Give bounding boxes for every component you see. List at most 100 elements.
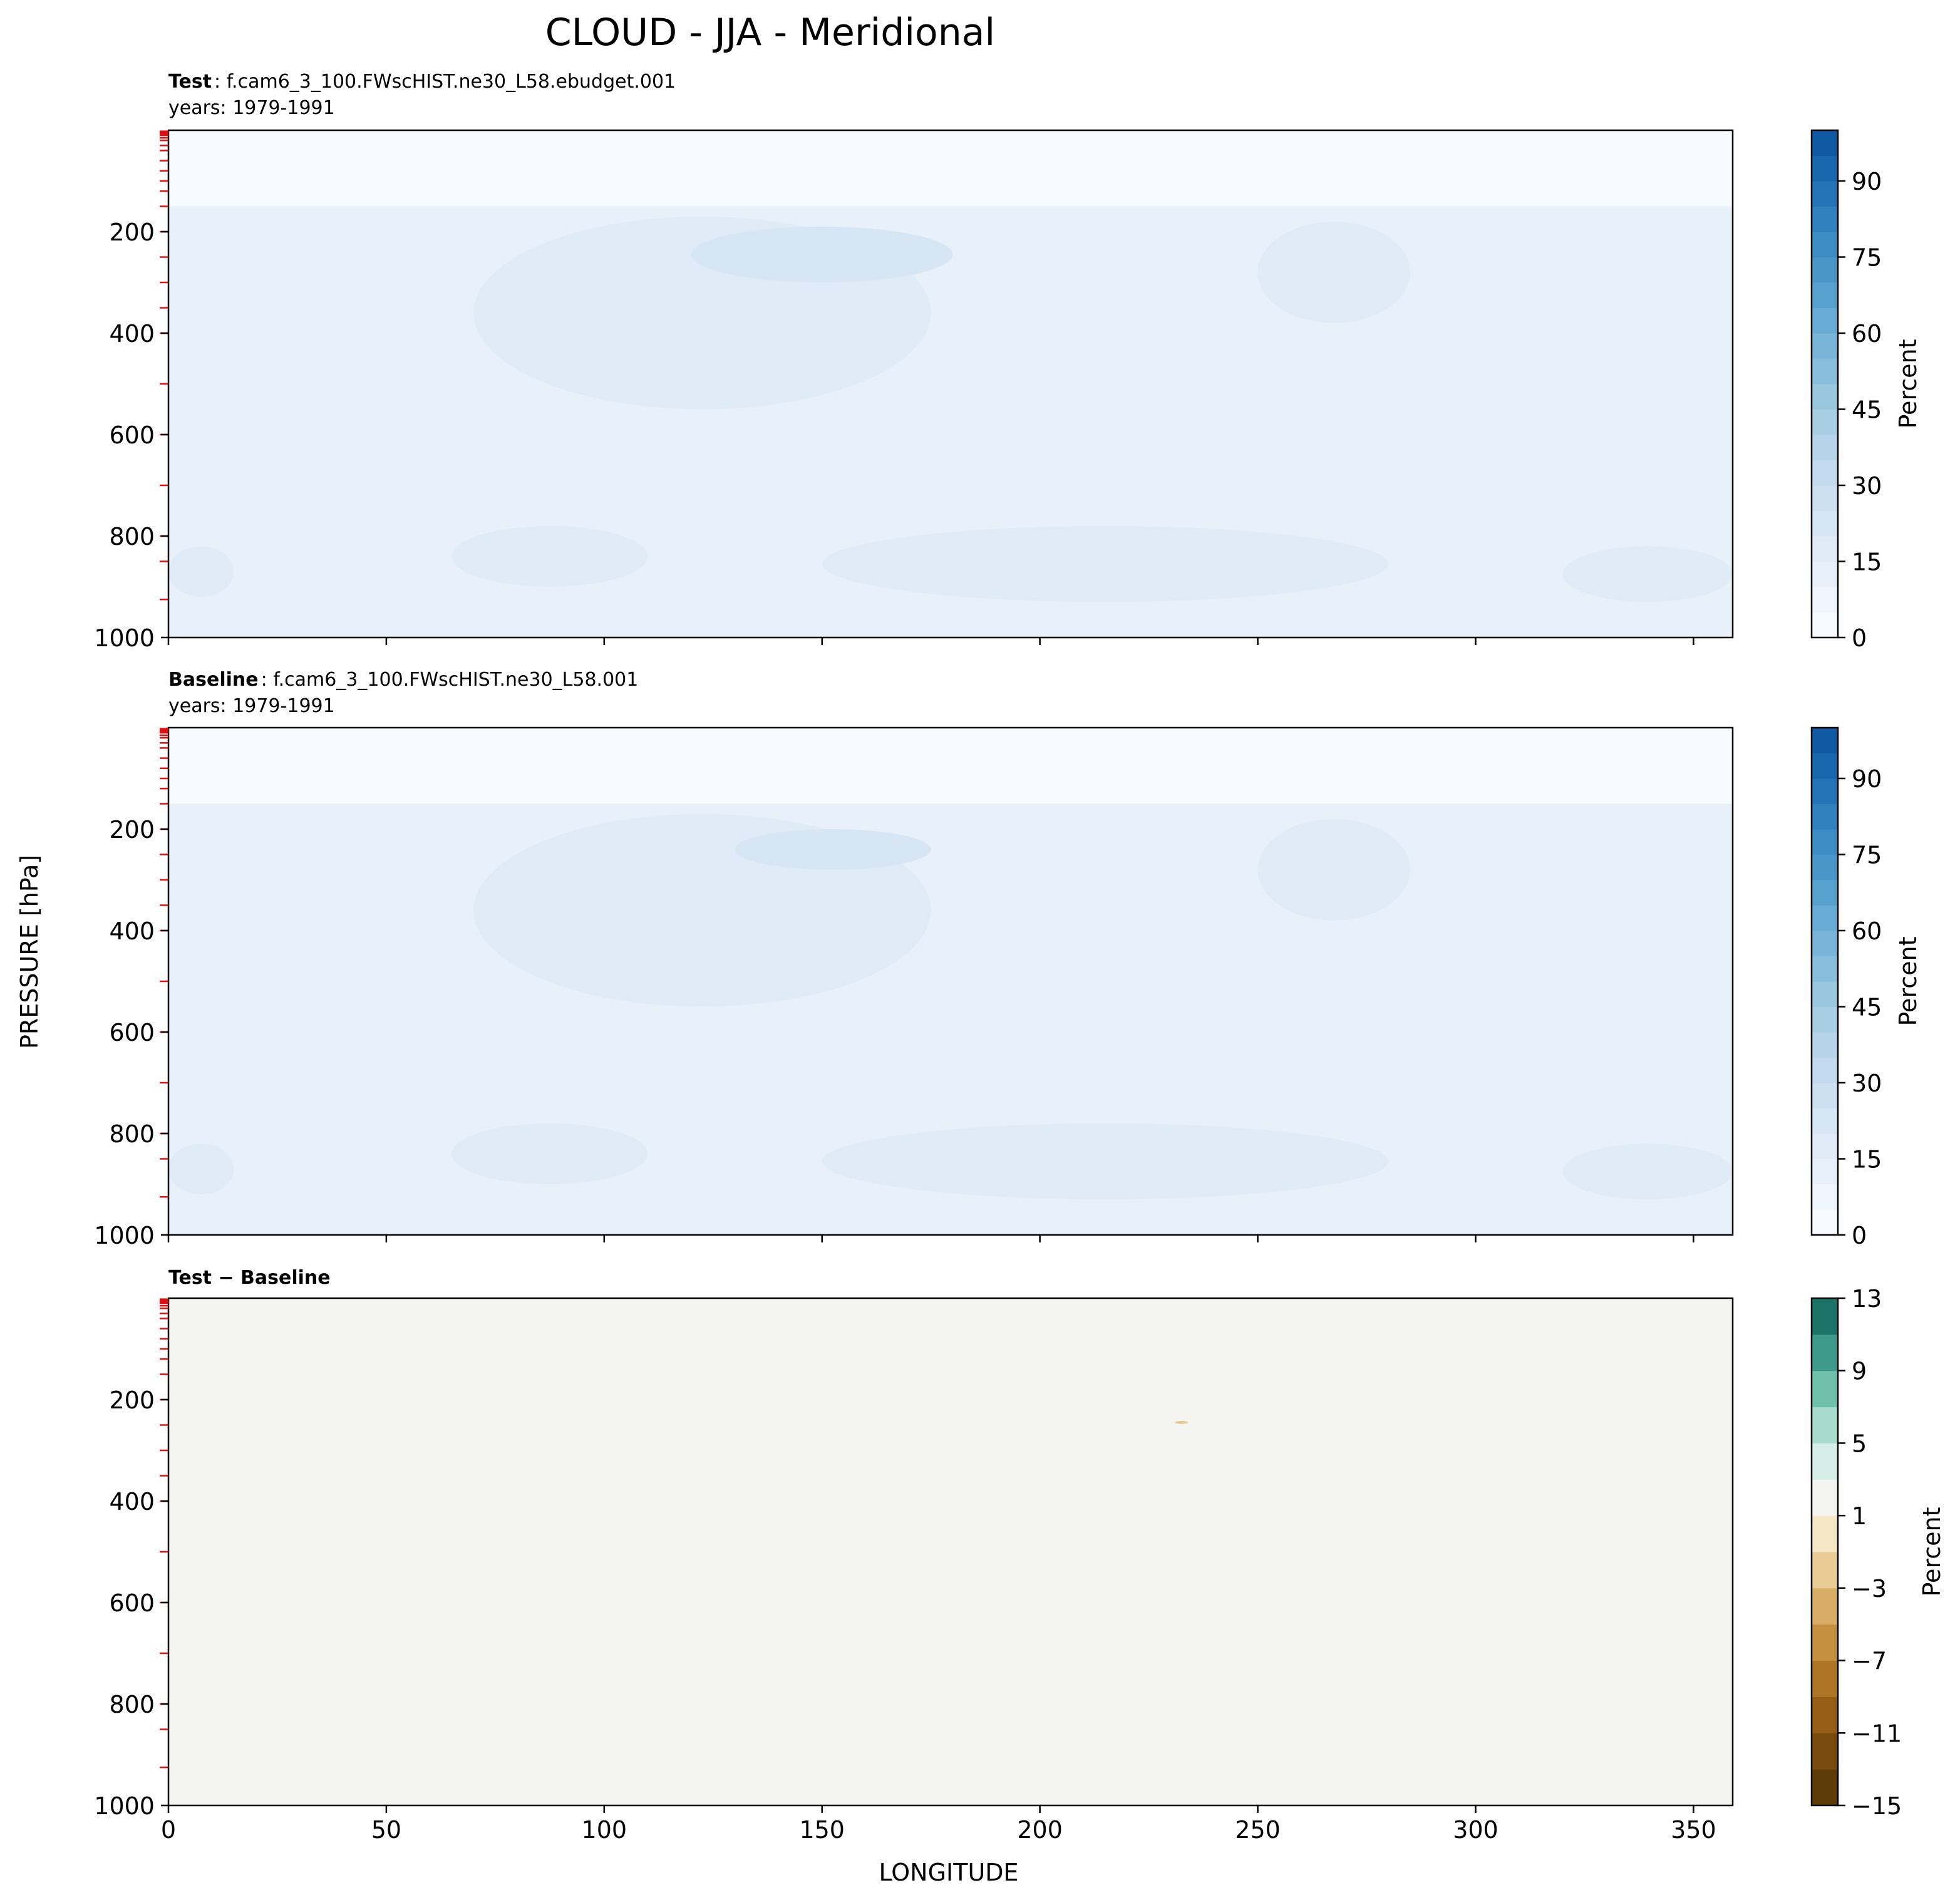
y-tick-label: 800 <box>109 1120 155 1148</box>
contour-region <box>1336 1405 1367 1450</box>
colorbar-bin <box>1812 1370 1838 1408</box>
colorbar-bin <box>1812 232 1838 257</box>
contour-region <box>451 525 648 587</box>
colorbar-bin <box>1812 257 1838 283</box>
y-tick-label: 600 <box>109 1589 155 1617</box>
panel-test: Test: f.cam6_3_100.FWscHIST.ne30_L58.ebu… <box>168 71 676 119</box>
colorbar-bin <box>1812 728 1838 753</box>
y-tick-label: 800 <box>109 1691 155 1718</box>
contour-region <box>1562 546 1733 602</box>
contour-region <box>822 1123 1389 1200</box>
contour-region <box>1562 1144 1733 1200</box>
panel-baseline: Baseline: f.cam6_3_100.FWscHIST.ne30_L58… <box>168 669 638 717</box>
contour-region <box>735 829 931 870</box>
colorbar-bin <box>1812 307 1838 334</box>
x-tick-label: 300 <box>1453 1816 1498 1844</box>
colorbar-bin <box>1812 206 1838 232</box>
panel-years: years: 1979-1991 <box>168 97 335 119</box>
colorbar-bin <box>1812 1407 1838 1443</box>
figure-title: CLOUD - JJA - Meridional <box>545 11 995 54</box>
y-tick-label: 400 <box>109 320 155 348</box>
colorbar-tick-label: 1 <box>1852 1502 1867 1530</box>
contour-region <box>822 525 1389 602</box>
colorbar-bin <box>1812 854 1838 880</box>
plot-area-baseline: 200 400 600 800 1000 <box>94 726 1734 1249</box>
contour-region <box>168 546 234 597</box>
colorbar-bin <box>1812 1334 1838 1371</box>
colorbar-bin <box>1812 510 1838 537</box>
colorbar-bin <box>1812 1006 1838 1033</box>
colorbar-bin <box>1812 1133 1838 1159</box>
y-tick-label: 400 <box>109 917 155 945</box>
colorbar-bin <box>1812 1032 1838 1058</box>
colorbar-bin <box>1812 1515 1838 1552</box>
plot-area-test: 200 400 600 800 1000 <box>94 129 1734 652</box>
colorbar-bin <box>1812 778 1838 804</box>
colorbar-bin <box>1812 1108 1838 1134</box>
contour-region <box>826 1389 862 1461</box>
colorbar-bin <box>1812 1184 1838 1210</box>
panel-label-bold: Baseline <box>168 669 259 691</box>
colorbar-bin <box>1812 612 1838 638</box>
colorbar-frame <box>1810 129 1839 639</box>
panel-label-bold: Test − Baseline <box>168 1267 331 1289</box>
colorbar-bin <box>1812 1057 1838 1083</box>
panel-label: Test − Baseline <box>168 1267 331 1289</box>
panel-label-bold: Test <box>168 71 212 93</box>
colorbar-difference: −15 −11 −7 −3 1 5 9 13 Percent <box>1810 1285 1946 1820</box>
colorbar-bin <box>1812 155 1838 182</box>
contour-region <box>1257 221 1411 323</box>
colorbar-bin <box>1812 485 1838 511</box>
colorbar-bin <box>1812 1660 1838 1697</box>
colorbar-test: 0 15 30 45 60 75 90 Percent <box>1810 129 1922 652</box>
colorbar-tick-label: 13 <box>1852 1285 1882 1313</box>
panel-label: Test: f.cam6_3_100.FWscHIST.ne30_L58.ebu… <box>168 71 676 93</box>
y-tick-label: 200 <box>109 1386 155 1414</box>
colorbar-bin <box>1812 1083 1838 1108</box>
colorbar-bin <box>1812 333 1838 359</box>
y-axis-label: PRESSURE [hPa] <box>16 855 43 1049</box>
contour-region <box>364 1369 495 1390</box>
x-tick-label: 200 <box>1017 1816 1063 1844</box>
colorbar-bin <box>1812 1733 1838 1770</box>
contour-band <box>168 206 1733 485</box>
colorbar-bin <box>1812 905 1838 931</box>
contour-region <box>1175 1421 1189 1424</box>
panel-label-case: : f.cam6_3_100.FWscHIST.ne30_L58.ebudget… <box>214 71 676 93</box>
colorbar-bin <box>1812 1159 1838 1185</box>
x-tick-label: 50 <box>371 1816 401 1844</box>
colorbar-tick-label: 30 <box>1852 1070 1882 1097</box>
colorbar-tick-label: 75 <box>1852 244 1882 272</box>
colorbar-tick-label: 0 <box>1852 1222 1867 1249</box>
colorbar-bin <box>1812 435 1838 460</box>
colorbar-bin <box>1812 931 1838 956</box>
x-tick-label: 0 <box>161 1816 176 1844</box>
y-tick-label: 1000 <box>94 1792 155 1820</box>
y-tick-label: 200 <box>109 816 155 844</box>
contour-region <box>451 1123 648 1184</box>
y-tick-label: 400 <box>109 1488 155 1515</box>
colorbar-frame <box>1810 1297 1839 1807</box>
colorbar-tick-label: 30 <box>1852 472 1882 500</box>
colorbar-bin <box>1812 181 1838 207</box>
colorbar-bin <box>1812 1298 1838 1335</box>
panel-label-case: : f.cam6_3_100.FWscHIST.ne30_L58.001 <box>261 669 639 691</box>
colorbar-bin <box>1812 130 1838 156</box>
colorbar-tick-label: 60 <box>1852 320 1882 348</box>
x-tick-label: 150 <box>799 1816 845 1844</box>
contour-region <box>691 226 953 283</box>
colorbar-tick-label: 15 <box>1852 1146 1882 1174</box>
panel-label: Baseline: f.cam6_3_100.FWscHIST.ne30_L58… <box>168 669 638 691</box>
colorbar-bin <box>1812 1209 1838 1236</box>
colorbar-label: Percent <box>1894 937 1922 1026</box>
colorbar-bin <box>1812 981 1838 1007</box>
colorbar-bin <box>1812 753 1838 779</box>
colorbar-tick-label: −3 <box>1852 1575 1887 1603</box>
colorbar-tick-label: 5 <box>1852 1430 1867 1457</box>
contour-region <box>1257 818 1411 921</box>
colorbar-bin <box>1812 536 1838 562</box>
colorbar-bin <box>1812 409 1838 435</box>
colorbar-bin <box>1812 1624 1838 1661</box>
